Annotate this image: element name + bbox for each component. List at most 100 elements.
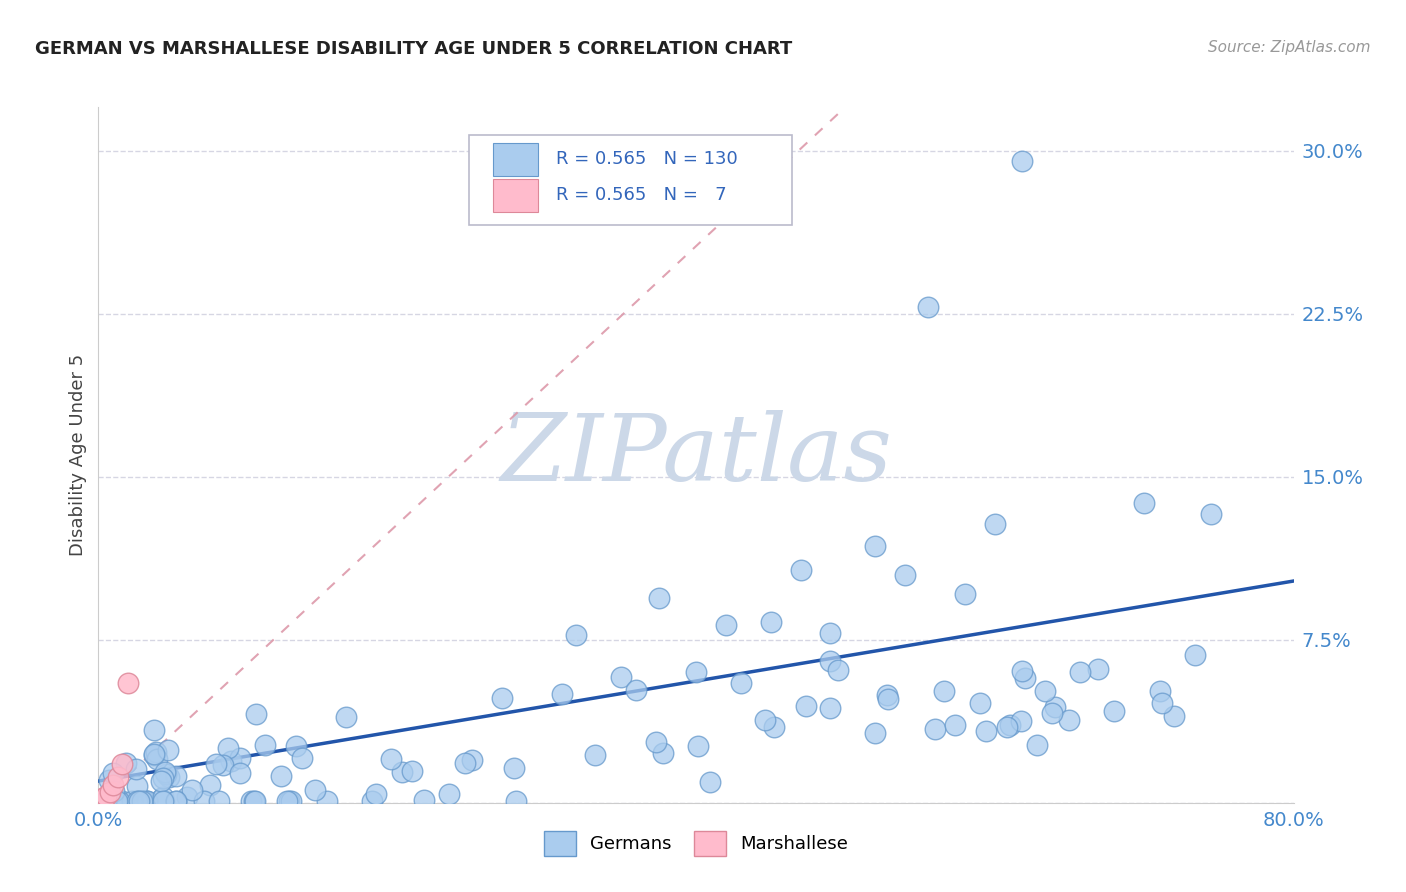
Point [995, 720, 1018, 734]
Point [165, 794, 187, 808]
Point [953, 587, 976, 601]
Point [127, 794, 149, 808]
Point [229, 766, 252, 780]
Point [366, 787, 388, 801]
FancyBboxPatch shape [470, 135, 792, 226]
Point [212, 758, 235, 772]
Point [103, 778, 125, 793]
Point [229, 751, 252, 765]
Point [794, 698, 817, 713]
Point [827, 663, 849, 677]
Point [652, 746, 675, 760]
Point [153, 794, 176, 808]
Point [115, 756, 138, 770]
Point [105, 794, 128, 808]
Point [125, 794, 148, 808]
Point [1104, 705, 1126, 719]
Text: R = 0.565   N =   7: R = 0.565 N = 7 [557, 186, 727, 204]
Point [155, 764, 177, 779]
Point [401, 764, 423, 778]
Point [291, 750, 314, 764]
Point [686, 739, 709, 753]
Point [491, 691, 513, 706]
Point [135, 794, 157, 808]
Point [243, 794, 266, 808]
FancyBboxPatch shape [494, 143, 538, 176]
Point [460, 753, 482, 767]
Point [245, 707, 267, 722]
Point [276, 794, 298, 808]
Point [152, 771, 174, 785]
Point [789, 563, 811, 577]
Point [165, 794, 187, 808]
Point [111, 794, 134, 808]
Point [132, 794, 155, 808]
Point [243, 794, 266, 808]
Point [1033, 684, 1056, 698]
Point [94, 794, 117, 808]
Point [200, 778, 222, 792]
Point [335, 710, 357, 724]
Point [284, 739, 307, 754]
Legend: Germans, Marshallese: Germans, Marshallese [536, 823, 856, 863]
Point [181, 783, 204, 797]
Point [380, 752, 402, 766]
Point [984, 517, 1007, 532]
Point [193, 794, 215, 808]
Point [820, 655, 842, 669]
Point [1059, 713, 1081, 727]
FancyBboxPatch shape [494, 178, 538, 212]
Point [125, 762, 148, 776]
Point [101, 766, 124, 780]
Point [145, 744, 167, 758]
Point [1163, 708, 1185, 723]
Point [1087, 662, 1109, 676]
Point [1043, 700, 1066, 714]
Point [550, 687, 572, 701]
Point [176, 789, 198, 804]
Point [610, 670, 633, 684]
Point [108, 794, 131, 808]
Point [626, 682, 648, 697]
Point [1184, 648, 1206, 663]
Point [136, 794, 159, 808]
Point [270, 769, 292, 783]
Point [730, 676, 752, 690]
Point [121, 794, 143, 808]
Point [754, 713, 776, 727]
Text: ZIPatlas: ZIPatlas [501, 410, 891, 500]
Point [1011, 714, 1033, 728]
Point [934, 683, 956, 698]
Point [974, 723, 997, 738]
Point [304, 783, 326, 797]
Point [149, 774, 172, 789]
Point [97, 772, 120, 787]
Point [876, 688, 898, 702]
Text: R = 0.565   N = 130: R = 0.565 N = 130 [557, 150, 738, 169]
Point [699, 775, 721, 789]
Point [152, 789, 174, 804]
Point [454, 756, 477, 771]
Point [714, 617, 737, 632]
Point [412, 793, 434, 807]
Point [150, 792, 173, 806]
Point [207, 794, 229, 808]
Point [1149, 684, 1171, 698]
Point [565, 628, 588, 642]
Point [505, 794, 527, 808]
Point [103, 784, 125, 798]
Point [924, 722, 946, 736]
Point [94, 794, 117, 808]
Point [943, 718, 966, 732]
Point [759, 615, 782, 630]
Point [125, 780, 148, 794]
Point [865, 539, 887, 553]
Point [1040, 706, 1063, 721]
Point [1011, 154, 1033, 169]
Point [437, 787, 460, 801]
Point [131, 794, 153, 808]
Point [107, 770, 129, 784]
Point [762, 720, 785, 734]
Point [91, 791, 114, 805]
Point [152, 794, 174, 808]
